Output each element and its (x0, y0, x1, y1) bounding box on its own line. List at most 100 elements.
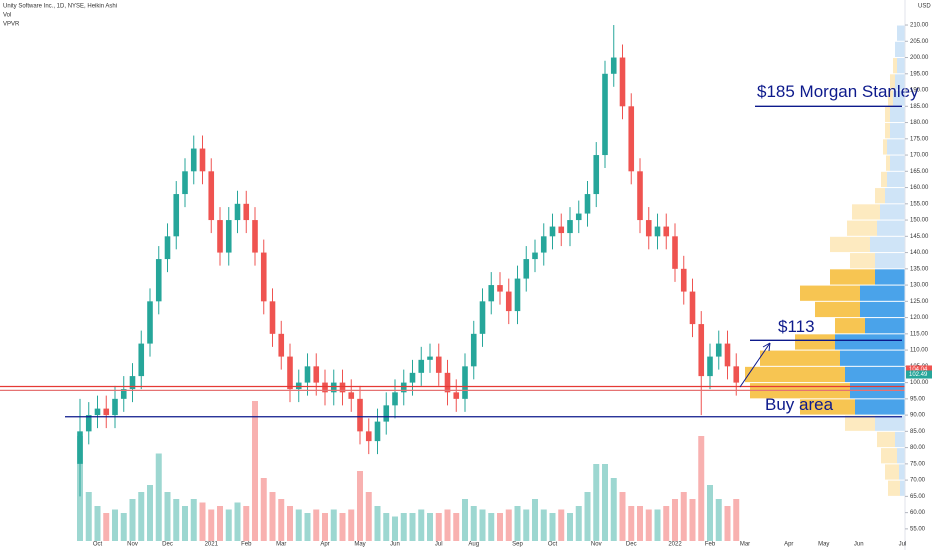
volume-bar (112, 509, 118, 541)
candle-body (225, 220, 232, 253)
vpvr-down (830, 269, 875, 285)
volume-bar (374, 506, 381, 541)
volume-bar (575, 506, 582, 541)
volume-bar (217, 506, 223, 541)
vpvr-down (795, 334, 835, 350)
volume-bar (680, 492, 687, 541)
candle-body (488, 285, 495, 302)
y-tick-label: 180.00 (910, 120, 929, 126)
vpvr-down (888, 480, 900, 496)
vpvr-up (890, 106, 905, 123)
vpvr-up (840, 350, 905, 366)
candle-body (549, 226, 556, 237)
volume-bar (602, 464, 608, 541)
candle-body (199, 148, 206, 172)
candle-body (505, 291, 512, 312)
candle-body (348, 392, 355, 399)
volume-bar (453, 513, 460, 541)
vpvr (745, 25, 905, 496)
candle-body (672, 236, 678, 269)
y-tick-label: 65.00 (910, 494, 926, 500)
drawings: $185 Morgan Stanley $113 Buy area (0, 82, 919, 418)
volume-bar (243, 506, 250, 541)
vpvr-up (880, 204, 905, 220)
candle-body (182, 171, 188, 195)
volume-bar (330, 509, 337, 541)
vpvr-up (885, 188, 905, 204)
vpvr-down (885, 106, 890, 123)
vpvr-down (886, 155, 890, 171)
volume-bar (637, 506, 643, 541)
indicator-label: Vol (3, 13, 11, 19)
x-tick-label: 2022 (668, 542, 682, 548)
vpvr-down (881, 171, 887, 188)
vpvr-up (897, 58, 905, 74)
candle-body (435, 356, 442, 373)
candle-body (680, 268, 687, 292)
candle-body (138, 343, 145, 377)
vpvr-up (875, 415, 905, 431)
volume-bar (427, 513, 433, 541)
candle-body (514, 278, 521, 312)
x-tick-label: Jun (854, 542, 864, 548)
volume-bar (462, 499, 468, 541)
vpvr-up (887, 139, 905, 155)
volume-bar (435, 513, 442, 541)
vpvr-up (860, 285, 905, 301)
volume-bar (663, 506, 670, 541)
x-tick-label: Sep (512, 542, 523, 548)
candle-body (575, 213, 582, 221)
vpvr-down (745, 366, 845, 383)
candle-body (85, 415, 92, 432)
volume-bar (532, 499, 538, 541)
y-tick-label: 115.00 (910, 331, 929, 337)
candle-body (645, 220, 652, 237)
volume-bar (654, 509, 661, 541)
vpvr-down (850, 253, 875, 269)
volume-bar (269, 492, 276, 541)
volume-bar (558, 509, 565, 541)
vpvr-up (865, 318, 905, 334)
volume-bar (470, 506, 477, 541)
volume-bar (540, 509, 547, 541)
x-tick-label: May (818, 542, 829, 548)
volume-bar (190, 499, 197, 541)
candle-body (243, 203, 250, 221)
volume-bar (689, 499, 696, 541)
candle-body (619, 57, 626, 107)
vpvr-down (800, 285, 860, 301)
candle-body (400, 382, 407, 393)
volume-bar (155, 453, 162, 541)
volume-bar (208, 509, 215, 541)
vpvr-up (900, 480, 905, 496)
candle-body (129, 376, 136, 390)
volume-bar (549, 513, 556, 541)
level-label: $185 Morgan Stanley (757, 82, 919, 101)
vpvr-up (845, 366, 905, 383)
y-tick-label: 100.00 (910, 380, 929, 386)
vpvr-up (875, 269, 905, 285)
candle-body (523, 259, 530, 279)
currency: USD (918, 4, 931, 10)
y-tick-label: 125.00 (910, 299, 929, 305)
vpvr-up (835, 334, 905, 350)
candle-body (689, 291, 696, 325)
vpvr-down (877, 431, 895, 448)
candle-body (532, 252, 538, 260)
candle-body (164, 236, 171, 260)
vpvr-up (895, 74, 905, 90)
candle-body (392, 392, 398, 406)
candle-body (147, 301, 153, 344)
candle-body (103, 408, 110, 416)
volume-bar (409, 513, 416, 541)
candle-body (374, 421, 381, 442)
volume-bar (278, 499, 285, 541)
vpvr-down (815, 301, 860, 318)
candle-body (383, 405, 390, 422)
candle-body (112, 398, 118, 416)
y-tick-label: 160.00 (910, 185, 929, 191)
price-label-bg (906, 365, 932, 374)
y-tick-label: 130.00 (910, 283, 929, 289)
x-tick-label: Aug (468, 542, 479, 548)
